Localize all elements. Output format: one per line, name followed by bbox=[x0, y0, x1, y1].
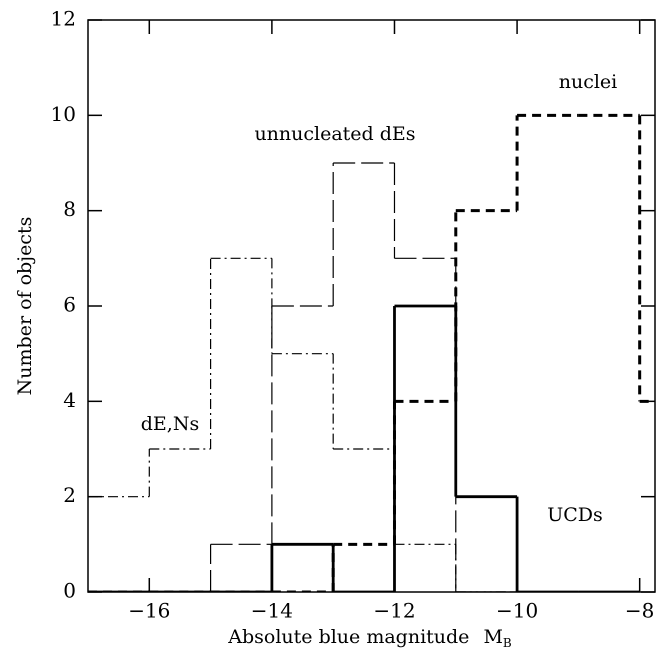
series-label: nuclei bbox=[559, 71, 618, 93]
series-label: UCDs bbox=[547, 504, 603, 526]
series-label: dE,Ns bbox=[141, 413, 199, 435]
x-tick-label: −10 bbox=[496, 599, 538, 623]
series-label: unnucleated dEs bbox=[254, 123, 415, 145]
x-tick-label: −14 bbox=[251, 599, 293, 623]
x-tick-label: −8 bbox=[625, 599, 654, 623]
y-tick-label: 12 bbox=[51, 7, 76, 31]
y-tick-label: 4 bbox=[63, 388, 76, 412]
y-tick-label: 2 bbox=[63, 483, 76, 507]
plot-area bbox=[88, 113, 655, 592]
y-tick-label: 8 bbox=[63, 197, 76, 221]
x-axis-label: Absolute blue magnitude MB bbox=[227, 626, 512, 650]
y-tick-label: 6 bbox=[63, 293, 76, 317]
y-tick-label: 10 bbox=[51, 102, 76, 126]
x-tick-label: −12 bbox=[373, 599, 415, 623]
x-label-subscript: B bbox=[503, 636, 512, 650]
y-tick-label: 0 bbox=[63, 579, 76, 603]
x-label-symbol: M bbox=[483, 626, 502, 648]
x-label-text: Absolute blue magnitude bbox=[227, 626, 469, 648]
x-tick-label: −16 bbox=[128, 599, 170, 623]
y-axis-label: Number of objects bbox=[14, 217, 36, 396]
